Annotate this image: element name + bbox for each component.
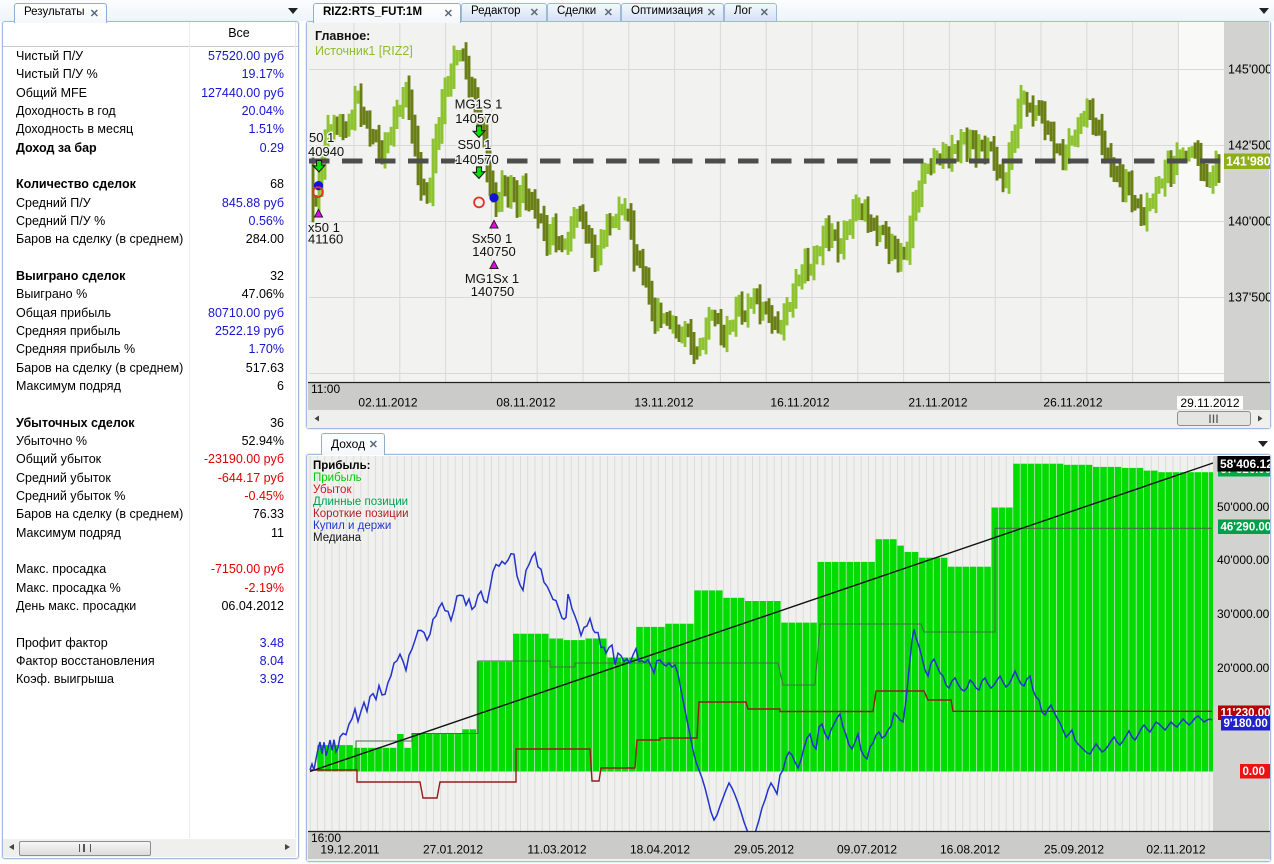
- svg-text:137'500: 137'500: [1228, 291, 1270, 305]
- svg-text:27.01.2012: 27.01.2012: [423, 843, 483, 857]
- svg-text:29.05.2012: 29.05.2012: [734, 843, 794, 857]
- svg-text:02.11.2012: 02.11.2012: [1146, 843, 1205, 857]
- svg-text:140750: 140750: [471, 284, 514, 299]
- svg-text:09.07.2012: 09.07.2012: [837, 843, 897, 857]
- svg-text:S50 1: S50 1: [458, 137, 492, 152]
- svg-text:MG1S 1: MG1S 1: [455, 97, 503, 112]
- svg-text:Главное:: Главное:: [315, 29, 370, 43]
- svg-text:29.11.2012: 29.11.2012: [1180, 396, 1239, 410]
- svg-text:30'000.00: 30'000.00: [1217, 607, 1270, 621]
- svg-text:9'180.00: 9'180.00: [1224, 718, 1268, 730]
- svg-text:41160: 41160: [308, 232, 343, 247]
- svg-text:Медиана: Медиана: [313, 532, 362, 544]
- svg-text:Убыток: Убыток: [313, 484, 352, 496]
- svg-text:0.00: 0.00: [1243, 766, 1265, 778]
- svg-text:140570: 140570: [455, 152, 498, 167]
- svg-text:142'500: 142'500: [1228, 139, 1270, 153]
- svg-text:18.04.2012: 18.04.2012: [630, 843, 690, 857]
- svg-text:Прибыль:: Прибыль:: [313, 460, 371, 472]
- svg-text:MG1Sx 1: MG1Sx 1: [465, 271, 519, 286]
- svg-text:40'000.00: 40'000.00: [1217, 553, 1270, 567]
- svg-text:140570: 140570: [455, 111, 498, 126]
- svg-text:Купил и держи: Купил и держи: [313, 520, 391, 532]
- svg-text:20'000.00: 20'000.00: [1217, 661, 1270, 675]
- svg-text:40940: 40940: [308, 144, 344, 159]
- svg-text:25.09.2012: 25.09.2012: [1044, 843, 1104, 857]
- svg-text:141'980: 141'980: [1226, 155, 1270, 169]
- svg-text:16:00: 16:00: [311, 831, 341, 845]
- svg-text:Источник1 [RIZ2]: Источник1 [RIZ2]: [315, 44, 413, 58]
- svg-text:140'000: 140'000: [1228, 215, 1270, 229]
- svg-text:Короткие позиции: Короткие позиции: [313, 508, 409, 520]
- svg-text:Прибыль: Прибыль: [313, 472, 362, 484]
- svg-text:16.11.2012: 16.11.2012: [770, 396, 829, 410]
- svg-text:х50 1: х50 1: [308, 220, 340, 235]
- svg-text:19.12.2011: 19.12.2011: [320, 843, 379, 857]
- svg-text:50 1: 50 1: [309, 130, 334, 145]
- svg-text:140750: 140750: [472, 244, 515, 259]
- svg-text:Длинные позиции: Длинные позиции: [313, 496, 408, 508]
- svg-text:13.11.2012: 13.11.2012: [634, 396, 693, 410]
- svg-text:11:00: 11:00: [311, 382, 340, 396]
- svg-text:16.08.2012: 16.08.2012: [940, 843, 1000, 857]
- svg-text:08.11.2012: 08.11.2012: [496, 396, 555, 410]
- svg-text:145'000: 145'000: [1228, 63, 1270, 77]
- svg-text:46'290.00: 46'290.00: [1221, 522, 1271, 534]
- svg-text:Sx50 1: Sx50 1: [472, 231, 512, 246]
- svg-text:58'406.12: 58'406.12: [1220, 457, 1270, 471]
- svg-text:02.11.2012: 02.11.2012: [358, 396, 417, 410]
- svg-text:21.11.2012: 21.11.2012: [908, 396, 967, 410]
- svg-text:50'000.00: 50'000.00: [1217, 500, 1270, 514]
- svg-text:11.03.2012: 11.03.2012: [527, 843, 586, 857]
- svg-text:26.11.2012: 26.11.2012: [1043, 396, 1102, 410]
